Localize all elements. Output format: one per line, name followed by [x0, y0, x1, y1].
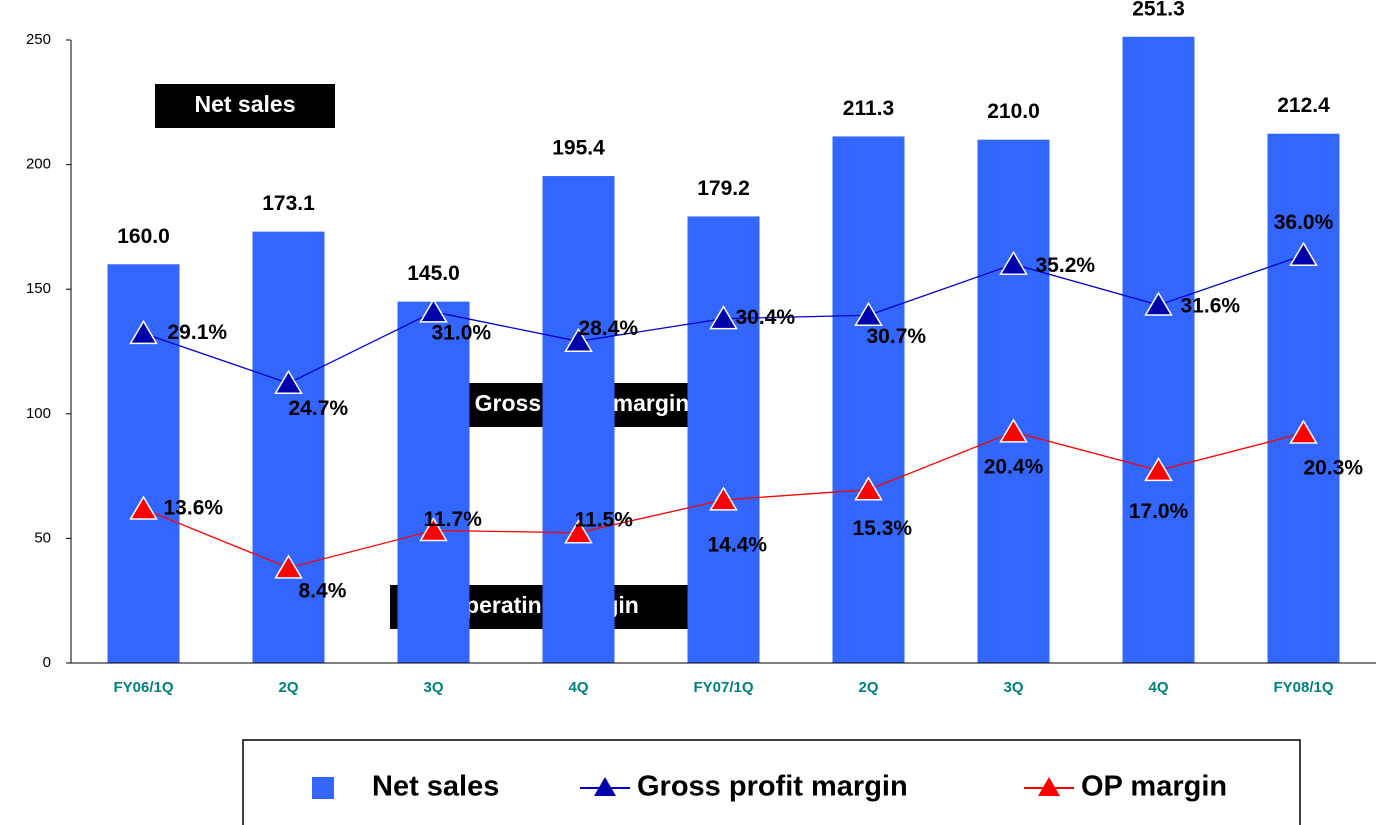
value-label: 30.4%	[736, 306, 796, 329]
x-tick-label: 4Q	[568, 679, 588, 696]
marker	[1289, 241, 1318, 266]
marker	[999, 250, 1028, 276]
value-label: 212.4	[1277, 94, 1330, 117]
marker	[1289, 419, 1318, 444]
value-label: 24.7%	[289, 397, 349, 420]
y-tick-label: 200	[26, 156, 51, 173]
value-label: 31.6%	[1181, 295, 1241, 318]
legend-label: OP margin	[1081, 771, 1227, 803]
x-tick-label: FY08/1Q	[1273, 679, 1333, 696]
marker	[709, 305, 738, 330]
bar	[1122, 36, 1195, 664]
marker	[274, 369, 303, 394]
legend	[242, 739, 1301, 825]
y-tick-label: 50	[34, 529, 51, 546]
x-tick-label: 2Q	[278, 679, 298, 696]
x-tick-label: 3Q	[1003, 679, 1023, 696]
value-label: 30.7%	[867, 325, 927, 348]
value-label: 195.4	[552, 137, 605, 160]
value-label: 20.4%	[984, 455, 1044, 478]
y-tick-label: 100	[26, 405, 51, 422]
marker	[274, 554, 303, 579]
bar	[977, 139, 1050, 663]
marker	[564, 327, 593, 353]
x-tick-label: 4Q	[1148, 679, 1168, 696]
value-label: 28.4%	[579, 317, 639, 340]
value-label: 211.3	[843, 97, 894, 120]
marker	[419, 298, 448, 323]
value-label: 17.0%	[1129, 500, 1189, 523]
legend-label: Gross profit margin	[637, 771, 908, 803]
marker	[129, 495, 158, 520]
value-label: 31.0%	[432, 321, 492, 344]
y-tick-label: 0	[43, 654, 51, 671]
marker	[999, 418, 1028, 443]
legend-marker	[1038, 777, 1060, 796]
y-tick-label: 250	[26, 31, 51, 48]
marker	[419, 516, 448, 542]
marker	[564, 519, 593, 544]
bar	[687, 216, 760, 663]
bar	[397, 301, 470, 663]
marker	[854, 476, 883, 501]
x-tick-label: 3Q	[423, 679, 443, 696]
value-label: 29.1%	[168, 321, 228, 344]
value-label: 11.5%	[575, 508, 634, 531]
marker	[854, 301, 883, 327]
value-label: 14.4%	[708, 533, 768, 556]
bar	[252, 231, 325, 663]
annotation-box	[155, 84, 335, 128]
legend-swatch	[312, 777, 334, 799]
marker	[129, 319, 158, 345]
value-label: 173.1	[262, 192, 315, 215]
value-label: 210.0	[987, 100, 1040, 123]
legend-marker	[594, 777, 616, 796]
bar	[542, 176, 615, 663]
value-label: 145.0	[407, 262, 460, 285]
value-label: 179.2	[697, 177, 750, 200]
marker	[1144, 456, 1173, 482]
value-label: 11.7%	[424, 508, 483, 531]
value-label: 36.0%	[1274, 211, 1334, 234]
bar	[832, 136, 905, 663]
value-label: 15.3%	[853, 517, 913, 540]
x-tick-label: FY06/1Q	[113, 679, 173, 696]
x-tick-label: FY07/1Q	[693, 679, 753, 696]
value-label: 20.3%	[1304, 457, 1364, 480]
legend-label: Net sales	[372, 771, 499, 803]
marker	[1144, 291, 1173, 316]
x-tick-label: 2Q	[858, 679, 878, 696]
value-label: 13.6%	[164, 496, 224, 519]
annotation: Net sales	[194, 91, 295, 117]
bar	[1267, 133, 1340, 663]
marker	[709, 486, 738, 511]
value-label: 35.2%	[1036, 254, 1096, 277]
value-label: 8.4%	[299, 579, 347, 602]
value-label: 251.3	[1132, 0, 1185, 20]
y-tick-label: 150	[26, 280, 51, 297]
value-label: 160.0	[117, 225, 170, 248]
